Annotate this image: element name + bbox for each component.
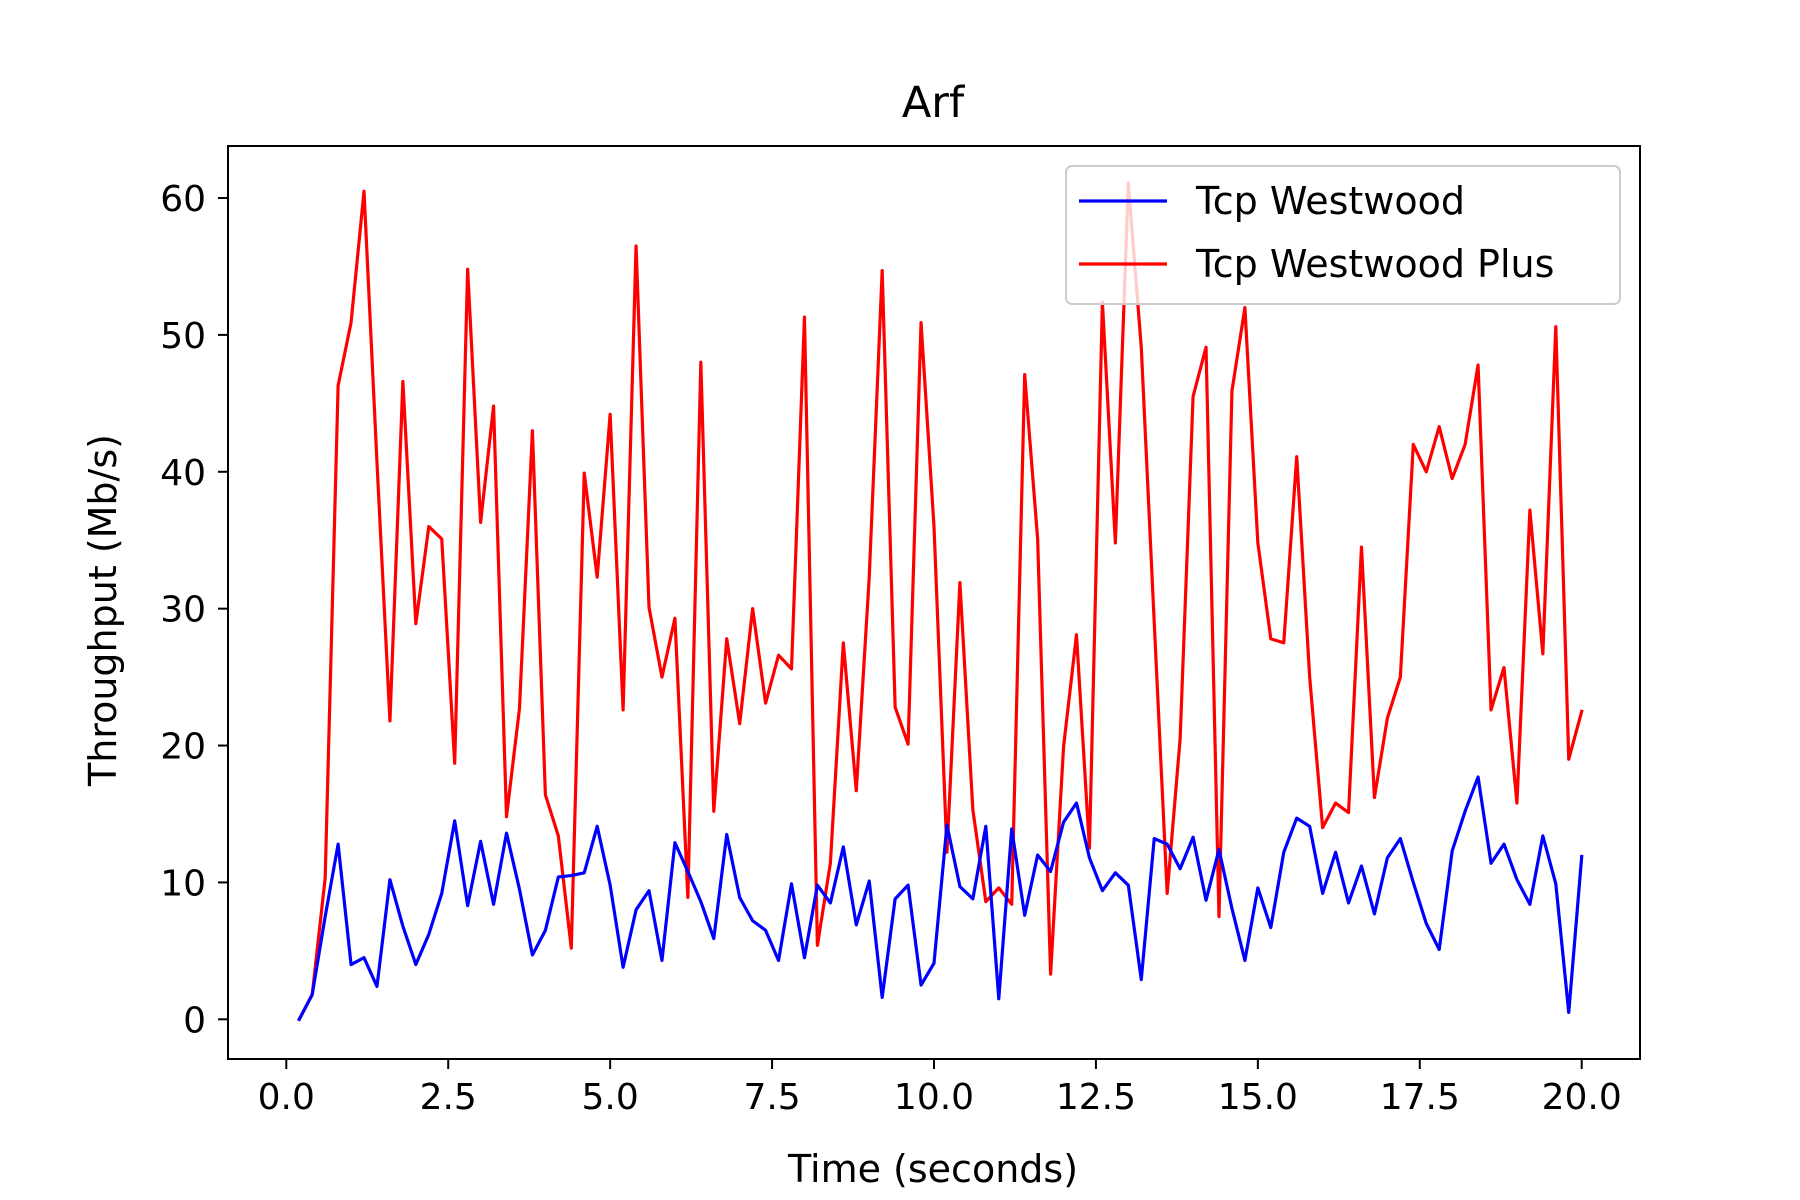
y-tick-label: 10 xyxy=(160,863,206,904)
x-tick-label: 0.0 xyxy=(258,1077,315,1118)
x-tick-label: 10.0 xyxy=(894,1077,974,1118)
y-tick-label: 30 xyxy=(160,590,206,631)
legend-box xyxy=(1065,165,1621,305)
legend-label: Tcp Westwood Plus xyxy=(1195,242,1554,286)
x-tick-label: 20.0 xyxy=(1542,1077,1622,1118)
chart-title: Arf xyxy=(902,78,965,128)
series-line-tcp-westwood-plus xyxy=(297,181,1584,1022)
y-tick-label: 0 xyxy=(183,1000,206,1041)
x-tick-label: 15.0 xyxy=(1218,1077,1298,1118)
y-axis: 0 10 20 30 40 50 60 xyxy=(160,179,228,1041)
legend-label: Tcp Westwood xyxy=(1195,179,1465,223)
plot-series xyxy=(297,181,1584,1022)
y-tick-label: 20 xyxy=(160,727,206,768)
x-tick-label: 17.5 xyxy=(1380,1077,1460,1118)
plot-frame xyxy=(227,145,1641,1060)
y-tick-label: 40 xyxy=(160,453,206,494)
x-axis: 0.0 2.5 5.0 7.5 10.0 12.5 15.0 17.5 20.0 xyxy=(258,1059,1622,1118)
x-tick-label: 2.5 xyxy=(420,1077,477,1118)
x-tick-label: 7.5 xyxy=(743,1077,800,1118)
x-tick-label: 5.0 xyxy=(582,1077,639,1118)
legend: Tcp Westwood Tcp Westwood Plus xyxy=(1065,165,1621,305)
y-tick-label: 50 xyxy=(160,316,206,357)
y-axis-label: Throughput (Mb/s) xyxy=(81,434,125,787)
x-axis-label: Time (seconds) xyxy=(787,1147,1078,1191)
x-tick-label: 12.5 xyxy=(1056,1077,1136,1118)
series-line-tcp-westwood xyxy=(297,775,1584,1022)
y-tick-label: 60 xyxy=(160,179,206,220)
